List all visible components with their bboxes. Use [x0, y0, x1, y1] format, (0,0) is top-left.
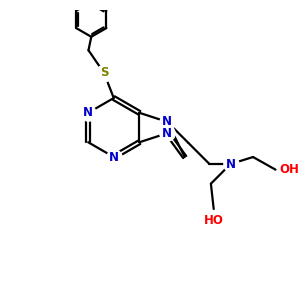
Text: HO: HO	[204, 214, 224, 227]
Text: S: S	[100, 66, 108, 79]
Text: N: N	[162, 116, 172, 128]
Text: N: N	[226, 158, 236, 170]
Text: N: N	[162, 127, 172, 140]
Text: N: N	[109, 151, 119, 164]
Text: OH: OH	[279, 163, 299, 176]
Text: N: N	[83, 106, 93, 119]
